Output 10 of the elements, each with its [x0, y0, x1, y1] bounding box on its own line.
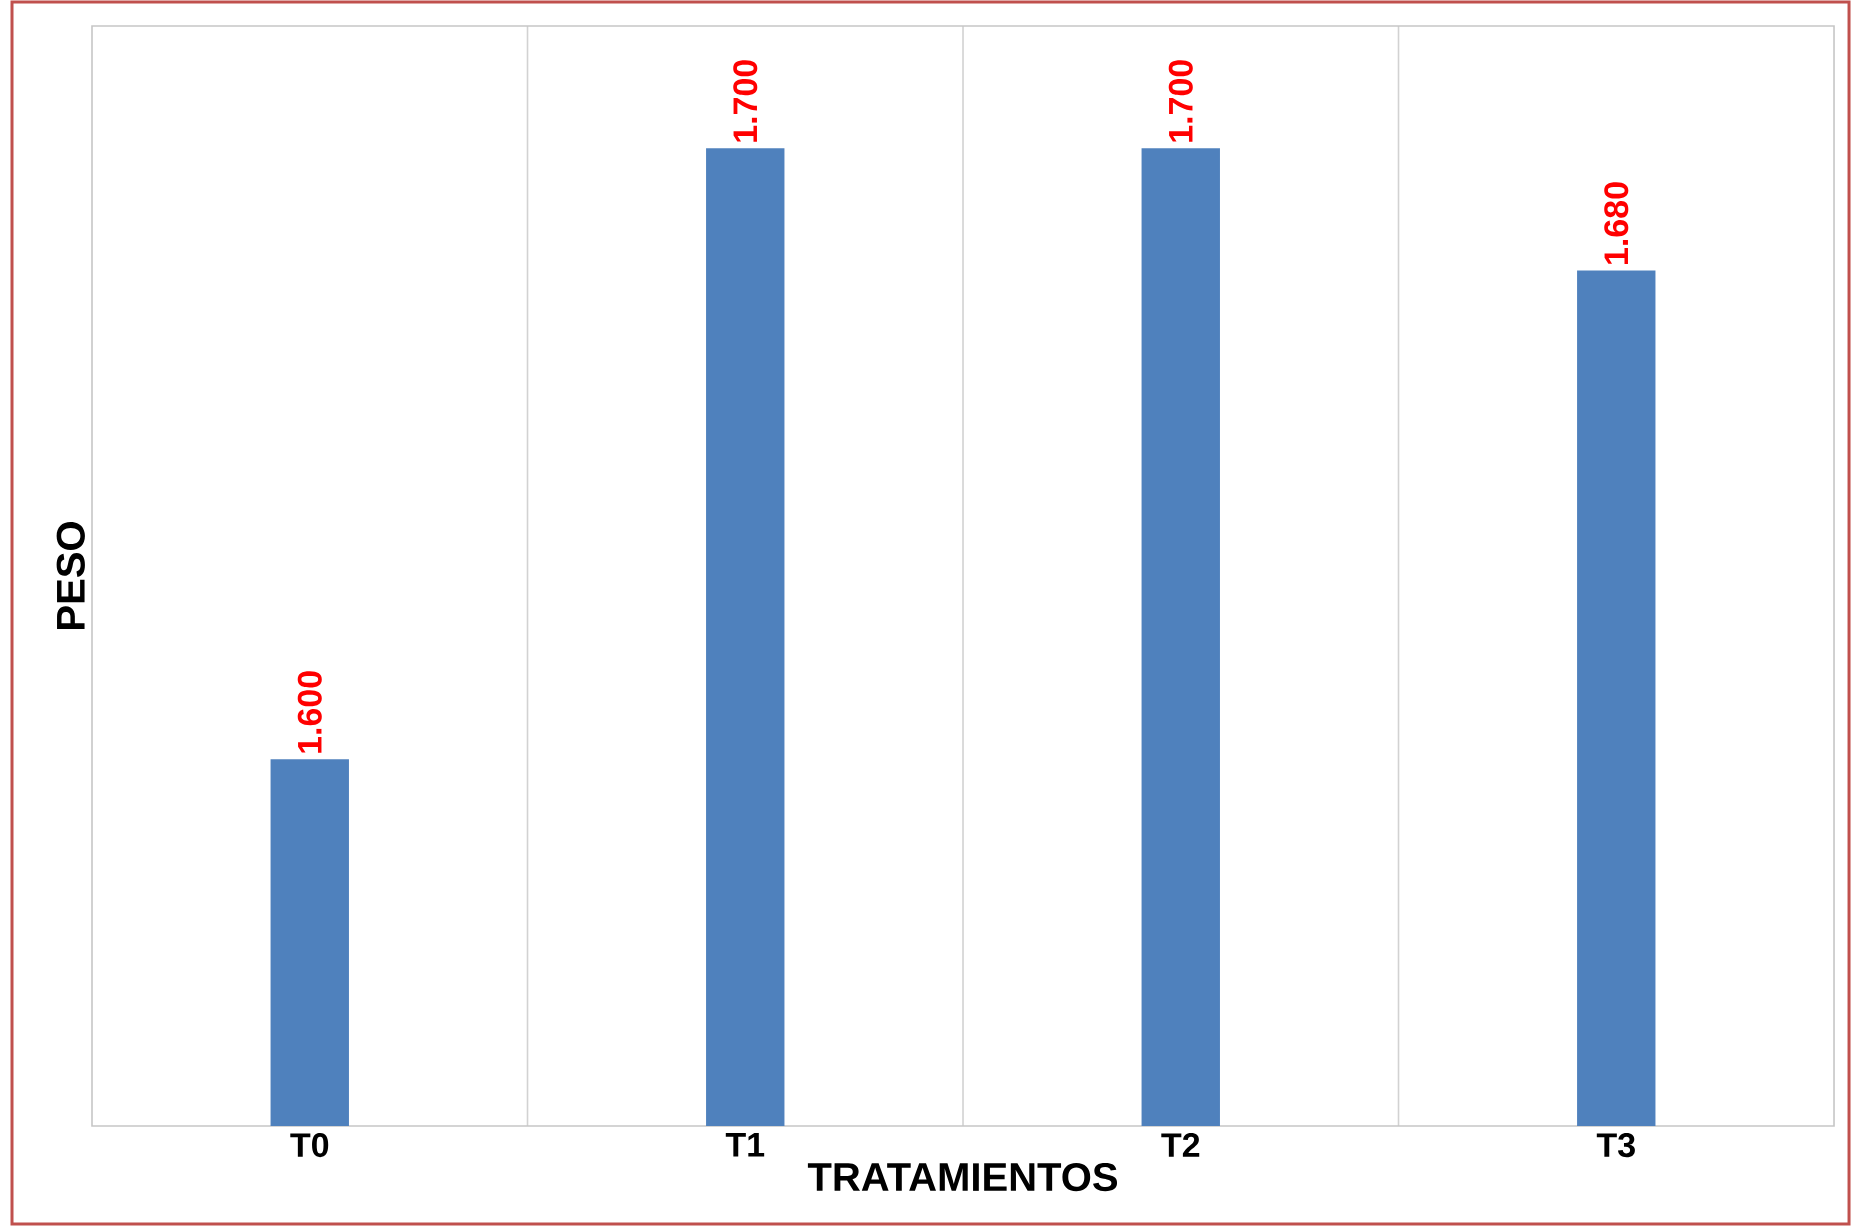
- data-label: 1.700: [1168, 60, 1193, 142]
- data-label: 1.600: [297, 671, 322, 753]
- x-axis-title: TRATAMIENTOS: [807, 1162, 1118, 1192]
- x-tick-label: T1: [725, 1133, 765, 1157]
- x-tick-label: T3: [1596, 1133, 1635, 1158]
- y-axis-title: PESO: [56, 522, 85, 629]
- data-label: 1.680: [1604, 182, 1629, 264]
- data-label: 1.700: [733, 60, 758, 142]
- x-tick-label: T0: [290, 1133, 329, 1158]
- x-tick-label: T2: [1161, 1133, 1200, 1157]
